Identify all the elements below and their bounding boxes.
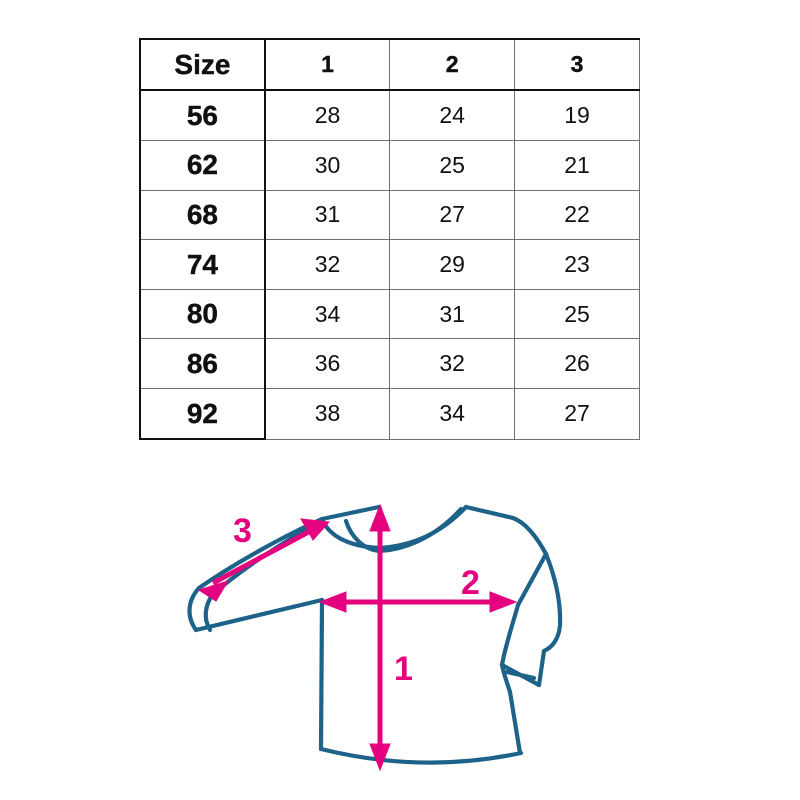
svg-text:2: 2 bbox=[461, 564, 480, 602]
svg-text:1: 1 bbox=[394, 650, 413, 688]
svg-text:3: 3 bbox=[233, 512, 252, 550]
